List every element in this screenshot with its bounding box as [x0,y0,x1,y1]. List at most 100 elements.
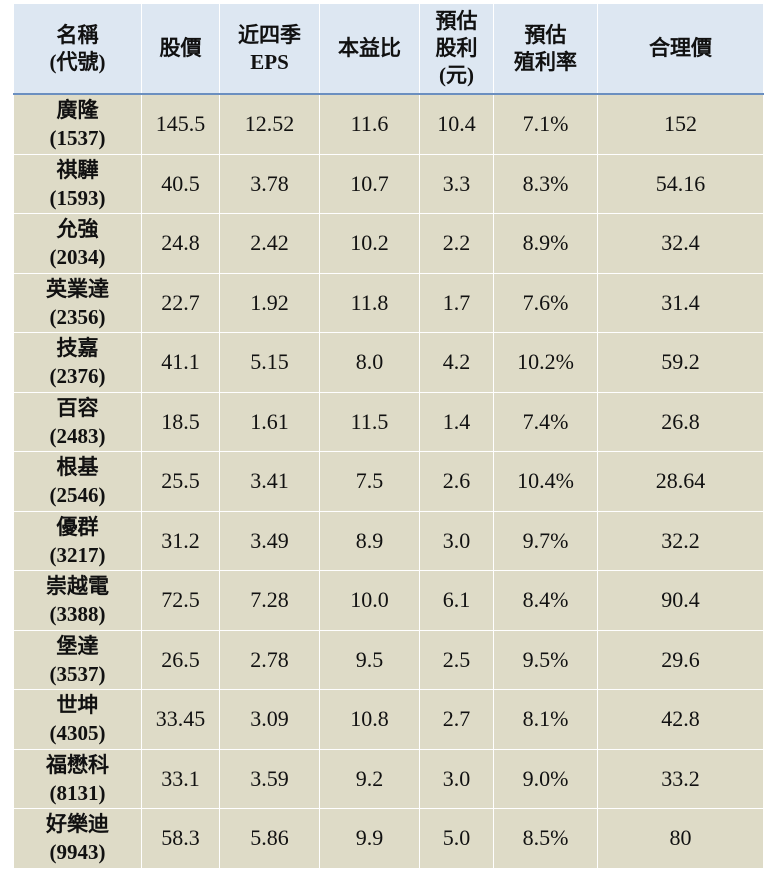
cell-price: 58.3 [141,808,220,868]
stock-code: (9943) [49,840,106,865]
cell-est-dividend: 2.7 [419,689,494,749]
stock-name: 優群 [56,514,99,539]
cell-pe-ratio: 10.2 [319,213,420,273]
cell-pe-ratio: 10.8 [319,689,420,749]
cell-price: 40.5 [141,153,220,214]
stock-code: (4305) [49,721,106,746]
table-row: 根基 (2546) 25.5 3.41 7.5 2.6 10.4% 28.64 [13,451,764,511]
header-eps: 近四季 EPS [219,4,320,95]
stock-code: (2483) [49,423,106,448]
stock-name: 世坤 [56,693,99,718]
cell-eps: 1.92 [219,272,320,333]
cell-pe-ratio: 8.9 [319,510,420,571]
cell-eps: 7.28 [219,570,320,630]
cell-price: 26.5 [141,629,220,690]
cell-price: 145.5 [141,93,220,154]
cell-est-dividend: 10.4 [419,93,494,154]
cell-eps: 2.78 [219,629,320,690]
cell-fair-price: 28.64 [597,451,764,511]
cell-est-yield: 8.3% [493,153,598,214]
cell-fair-price: 32.4 [597,213,764,273]
table-row: 崇越電 (3388) 72.5 7.28 10.0 6.1 8.4% 90.4 [13,570,764,630]
table-row: 英業達 (2356) 22.7 1.92 11.8 1.7 7.6% 31.4 [13,272,764,333]
cell-eps: 3.09 [219,689,320,749]
table-row: 技嘉 (2376) 41.1 5.15 8.0 4.2 10.2% 59.2 [13,332,764,392]
header-est-dividend: 預估 股利 (元) [419,4,494,95]
cell-name-code: 世坤 (4305) [13,689,142,749]
cell-pe-ratio: 9.5 [319,629,420,690]
table-row: 福懋科 (8131) 33.1 3.59 9.2 3.0 9.0% 33.2 [13,748,764,809]
cell-name-code: 廣隆 (1537) [13,93,142,154]
cell-name-code: 技嘉 (2376) [13,332,142,392]
cell-name-code: 英業達 (2356) [13,272,142,333]
cell-est-dividend: 3.3 [419,153,494,214]
cell-fair-price: 26.8 [597,391,764,452]
cell-est-yield: 8.4% [493,570,598,630]
cell-est-dividend: 2.5 [419,629,494,690]
cell-name-code: 根基 (2546) [13,451,142,511]
stock-name: 廣隆 [56,98,99,123]
cell-pe-ratio: 10.0 [319,570,420,630]
cell-pe-ratio: 11.8 [319,272,420,333]
cell-est-yield: 10.2% [493,332,598,392]
cell-eps: 5.86 [219,808,320,868]
table-row: 廣隆 (1537) 145.5 12.52 11.6 10.4 7.1% 152 [13,93,764,154]
table-row: 百容 (2483) 18.5 1.61 11.5 1.4 7.4% 26.8 [13,391,764,452]
cell-eps: 3.49 [219,510,320,571]
cell-price: 24.8 [141,213,220,273]
cell-price: 33.45 [141,689,220,749]
header-est-yield: 預估 殖利率 [493,4,598,95]
cell-eps: 3.59 [219,748,320,809]
cell-est-yield: 7.6% [493,272,598,333]
cell-est-dividend: 3.0 [419,748,494,809]
cell-name-code: 好樂迪 (9943) [13,808,142,868]
cell-est-dividend: 2.6 [419,451,494,511]
cell-price: 22.7 [141,272,220,333]
cell-eps: 3.78 [219,153,320,214]
cell-fair-price: 31.4 [597,272,764,333]
stock-code: (2376) [49,364,106,389]
stock-name: 福懋科 [46,752,109,777]
cell-est-yield: 9.0% [493,748,598,809]
cell-est-dividend: 4.2 [419,332,494,392]
cell-price: 31.2 [141,510,220,571]
stock-code: (1537) [49,126,106,151]
cell-fair-price: 80 [597,808,764,868]
stock-table-container: 名稱 (代號) 股價 近四季 EPS 本益比 預估 股利 (元) [13,4,764,868]
cell-est-yield: 8.1% [493,689,598,749]
table-row: 世坤 (4305) 33.45 3.09 10.8 2.7 8.1% 42.8 [13,689,764,749]
cell-pe-ratio: 8.0 [319,332,420,392]
stock-code: (1593) [49,185,106,210]
cell-est-yield: 8.9% [493,213,598,273]
header-price: 股價 [141,4,220,95]
stock-name: 百容 [56,395,99,420]
cell-name-code: 允強 (2034) [13,213,142,273]
cell-price: 18.5 [141,391,220,452]
cell-eps: 12.52 [219,93,320,154]
cell-est-yield: 9.5% [493,629,598,690]
stock-name: 堡達 [56,633,99,658]
cell-fair-price: 29.6 [597,629,764,690]
cell-est-yield: 9.7% [493,510,598,571]
cell-eps: 1.61 [219,391,320,452]
cell-name-code: 優群 (3217) [13,510,142,571]
cell-fair-price: 54.16 [597,153,764,214]
header-pe-ratio: 本益比 [319,4,420,95]
cell-pe-ratio: 9.9 [319,808,420,868]
table-row: 祺驊 (1593) 40.5 3.78 10.7 3.3 8.3% 54.16 [13,153,764,214]
cell-fair-price: 42.8 [597,689,764,749]
cell-est-dividend: 6.1 [419,570,494,630]
cell-pe-ratio: 7.5 [319,451,420,511]
cell-pe-ratio: 9.2 [319,748,420,809]
table-row: 優群 (3217) 31.2 3.49 8.9 3.0 9.7% 32.2 [13,510,764,571]
stock-name: 根基 [56,455,99,480]
cell-fair-price: 33.2 [597,748,764,809]
stock-code: (3217) [49,542,106,567]
header-name-code: 名稱 (代號) [13,4,142,95]
stock-code: (3388) [49,602,106,627]
cell-est-dividend: 1.7 [419,272,494,333]
cell-name-code: 祺驊 (1593) [13,153,142,214]
cell-pe-ratio: 11.6 [319,93,420,154]
cell-est-dividend: 1.4 [419,391,494,452]
cell-name-code: 福懋科 (8131) [13,748,142,809]
